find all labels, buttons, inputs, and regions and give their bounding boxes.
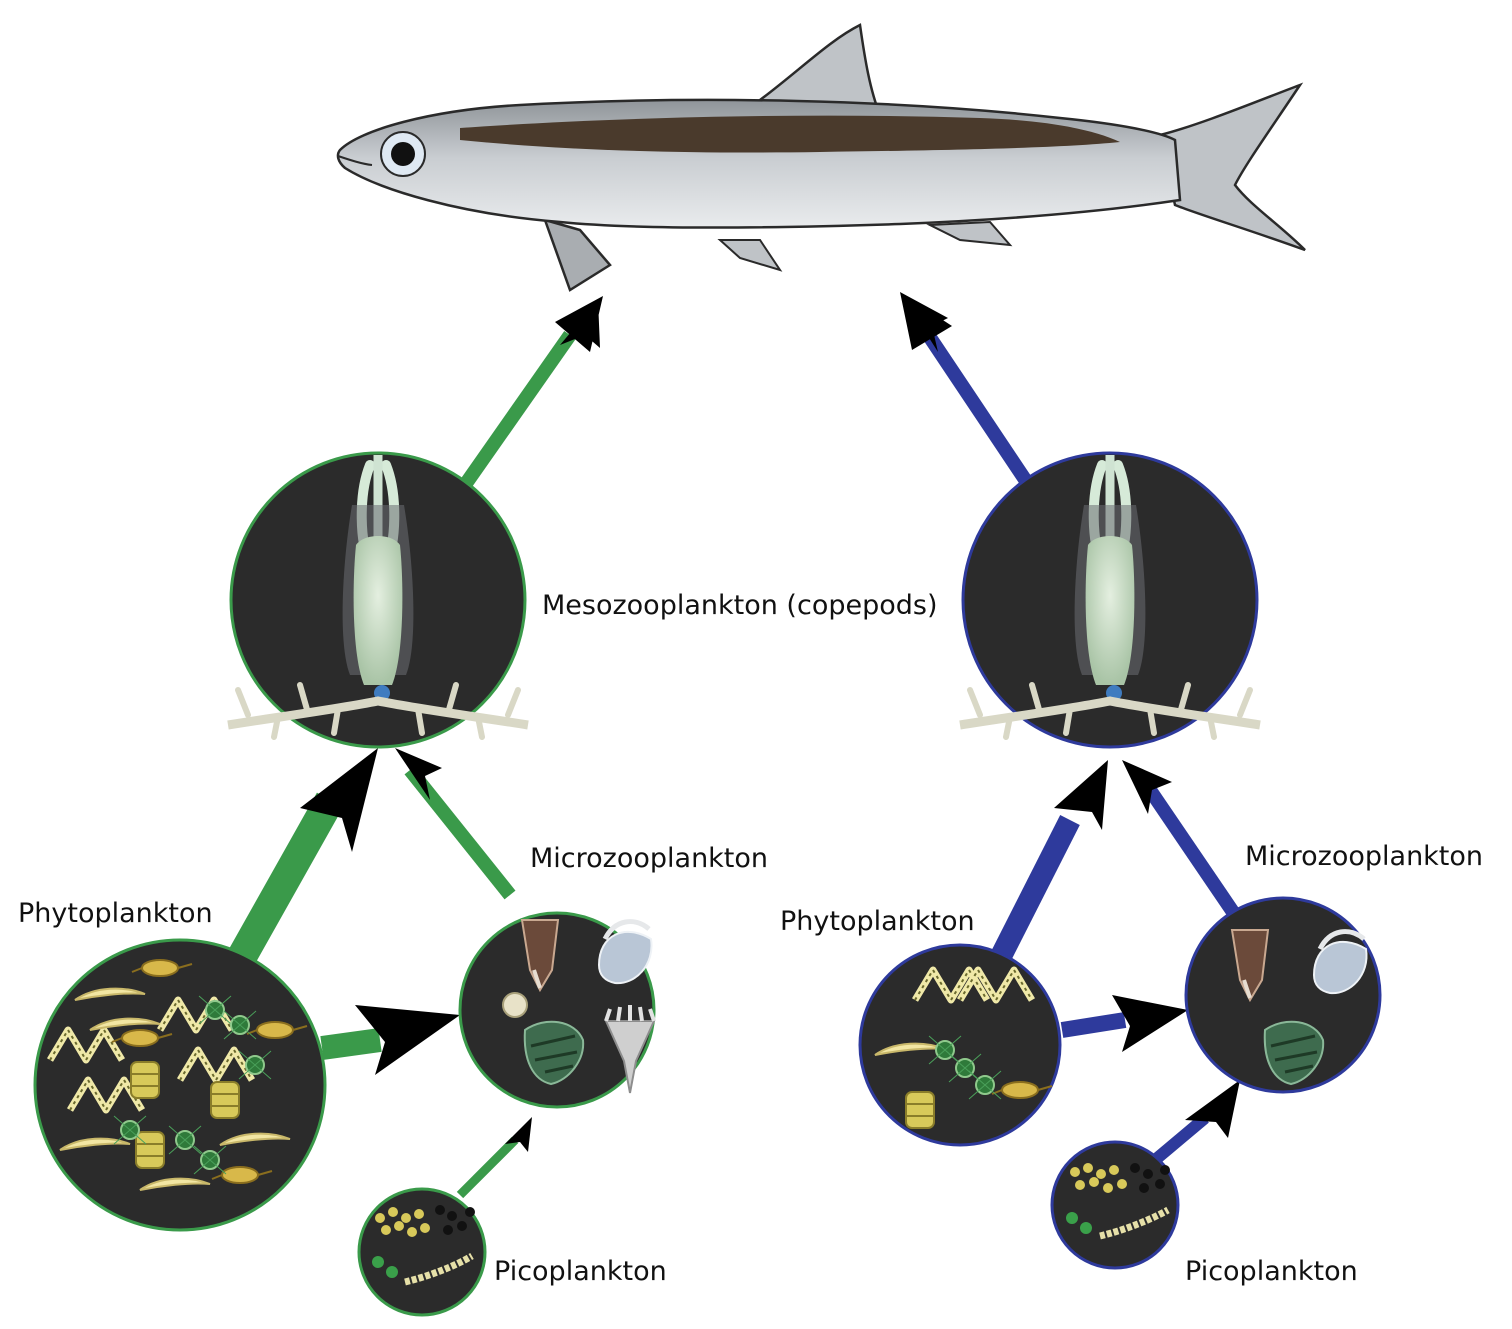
arrowhead-right-micro-copepod	[1122, 760, 1172, 814]
arrow-left-phyto-to-copepod	[226, 792, 344, 968]
arrowhead-right-phyto-micro	[1112, 995, 1188, 1052]
left-picoplankton-node	[357, 1187, 487, 1317]
label-left-microzooplankton: Microzooplankton	[530, 843, 768, 874]
right-microzooplankton-node	[1184, 896, 1382, 1094]
arrowhead-right-fish	[900, 292, 952, 352]
arrowhead-left-phyto-copepod	[300, 748, 378, 852]
left-arrows	[226, 330, 576, 1199]
arrowhead-left-phyto-micro	[355, 1005, 460, 1075]
arrowhead-right-pico-micro	[1185, 1080, 1240, 1138]
arrowhead-left-micro-copepod	[395, 748, 442, 800]
left-phytoplankton-node	[33, 938, 327, 1232]
arrow-right-micro-to-copepod	[1144, 786, 1241, 919]
arrowhead-right-phyto-copepod	[1054, 760, 1108, 830]
left-microzooplankton-node	[458, 911, 656, 1109]
picoplankton-cells-icon	[372, 1205, 475, 1286]
arrowhead-left-fish	[555, 296, 603, 352]
right-phytoplankton-node	[858, 943, 1062, 1147]
arrowhead-left-pico-micro	[505, 1117, 532, 1152]
label-left-phytoplankton: Phytoplankton	[18, 898, 213, 929]
label-right-microzooplankton: Microzooplankton	[1245, 841, 1483, 872]
picoplankton-cells-icon	[1066, 1163, 1170, 1240]
arrow-right-phyto-to-copepod	[985, 815, 1080, 973]
arrow-left-phyto-to-micro	[320, 1028, 382, 1060]
right-picoplankton-node	[1050, 1140, 1180, 1270]
label-mesozooplankton: Mesozooplankton (copepods)	[542, 590, 937, 621]
label-right-phytoplankton: Phytoplankton	[780, 906, 975, 937]
arrow-left-copepod-to-fish	[454, 330, 576, 497]
arrow-right-phyto-to-micro	[1060, 1012, 1127, 1038]
arrowheads	[300, 292, 1240, 1152]
right-arrows	[919, 326, 1241, 1165]
arrow-right-pico-to-micro	[1151, 1113, 1209, 1165]
right-mesozooplankton-node	[960, 453, 1260, 749]
label-right-picoplankton: Picoplankton	[1185, 1256, 1358, 1287]
anchovy-fish-icon	[336, 23, 1306, 292]
left-mesozooplankton-node	[228, 453, 528, 749]
arrow-right-copepod-to-fish	[919, 326, 1036, 491]
label-left-picoplankton: Picoplankton	[494, 1256, 667, 1287]
arrow-left-pico-to-micro	[456, 1136, 519, 1199]
